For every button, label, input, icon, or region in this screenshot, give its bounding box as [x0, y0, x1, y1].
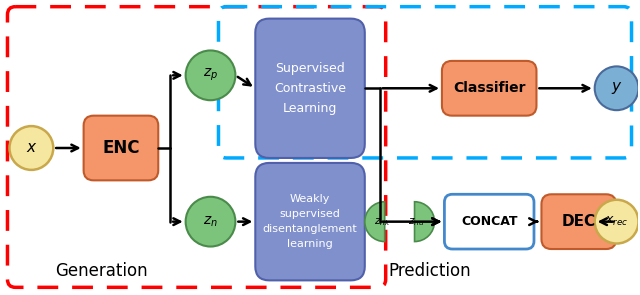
- Text: Classifier: Classifier: [453, 81, 525, 95]
- Text: Supervised
Contrastive
Learning: Supervised Contrastive Learning: [274, 62, 346, 115]
- Ellipse shape: [595, 200, 639, 244]
- Ellipse shape: [186, 197, 236, 247]
- Text: DEC: DEC: [562, 214, 596, 229]
- Text: Weakly
supervised
disentanglement
learning: Weakly supervised disentanglement learni…: [262, 194, 357, 249]
- FancyBboxPatch shape: [442, 61, 536, 116]
- FancyBboxPatch shape: [84, 116, 158, 180]
- Text: $z_p$: $z_p$: [203, 67, 218, 83]
- Text: $y$: $y$: [611, 80, 622, 96]
- Text: $x_{rec}$: $x_{rec}$: [605, 215, 628, 228]
- Text: $x$: $x$: [26, 140, 37, 155]
- Text: $z_n$: $z_n$: [203, 214, 218, 229]
- FancyBboxPatch shape: [444, 194, 534, 249]
- Text: Generation: Generation: [55, 263, 147, 281]
- Ellipse shape: [10, 126, 53, 170]
- Text: ENC: ENC: [102, 139, 140, 157]
- Text: $z_{nk}$: $z_{nk}$: [374, 216, 391, 227]
- FancyBboxPatch shape: [255, 19, 365, 158]
- Text: $z_{nu}$: $z_{nu}$: [408, 216, 425, 227]
- FancyBboxPatch shape: [541, 194, 616, 249]
- FancyBboxPatch shape: [255, 163, 365, 280]
- Ellipse shape: [186, 50, 236, 100]
- Wedge shape: [415, 202, 435, 242]
- Text: CONCAT: CONCAT: [461, 215, 518, 228]
- Ellipse shape: [595, 66, 639, 110]
- Text: Prediction: Prediction: [388, 263, 471, 281]
- Wedge shape: [365, 202, 385, 242]
